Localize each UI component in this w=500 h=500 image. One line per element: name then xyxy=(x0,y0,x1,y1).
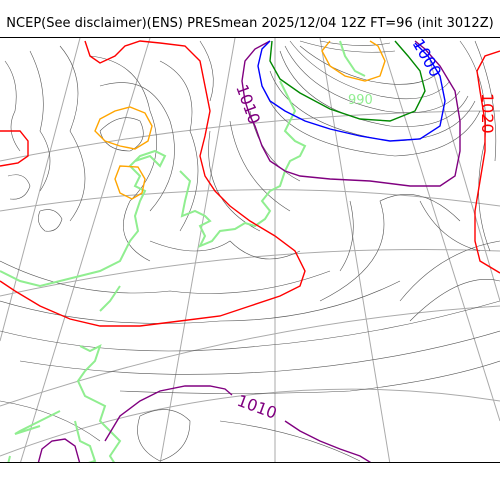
contour-labels: 1000 1010 1020 1010 990 xyxy=(232,38,497,423)
map-panel: 1000 1010 1020 1010 990 xyxy=(0,37,500,463)
highlight-contours xyxy=(0,40,500,462)
contour-1020-right xyxy=(474,50,500,274)
label-1020: 1020 xyxy=(478,93,497,134)
isobars xyxy=(0,40,500,462)
contour-orange-left xyxy=(94,106,153,150)
label-1010-top: 1010 xyxy=(232,82,264,127)
contour-1020-left xyxy=(0,130,29,167)
contour-1010-bottom xyxy=(104,385,372,462)
contour-1000 xyxy=(257,40,446,142)
latitude-lines xyxy=(0,110,500,457)
contour-990-green xyxy=(269,40,426,122)
pressure-map: 1000 1010 1020 1010 990 xyxy=(0,38,500,462)
label-1000: 1000 xyxy=(409,38,446,80)
contour-1010-top xyxy=(241,40,461,187)
chart-title: NCEP(See disclaimer)(ENS) PRESmean 2025/… xyxy=(6,16,494,31)
coastline xyxy=(0,40,366,462)
contour-orange-mid xyxy=(114,165,146,200)
contour-orange-top xyxy=(321,40,386,82)
contour-1020-top xyxy=(0,40,306,327)
label-990: 990 xyxy=(348,93,373,108)
contour-1010-bottom-left xyxy=(37,438,81,462)
label-1010-bottom: 1010 xyxy=(235,391,280,423)
